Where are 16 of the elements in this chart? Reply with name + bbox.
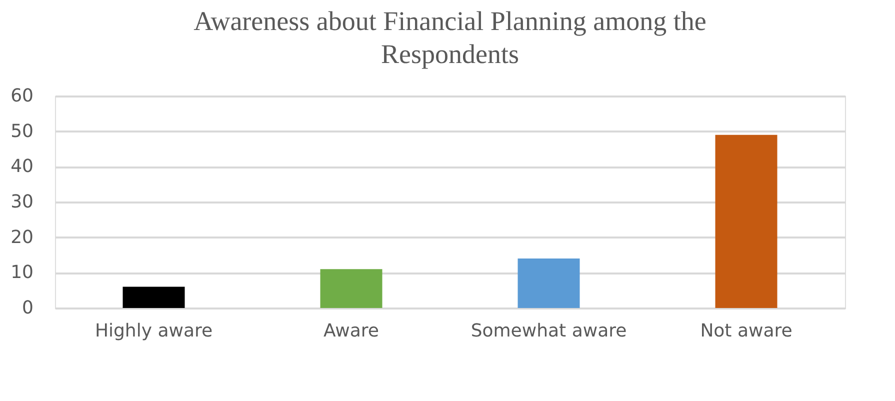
bar [320,269,382,308]
y-tick-label: 40 [10,156,34,178]
bar [122,286,185,308]
y-tick-label: 60 [10,86,34,106]
y-tick-label: 20 [10,226,34,248]
bar [518,258,580,308]
y-tick-label: 0 [22,298,34,318]
y-tick-label: 10 [10,262,34,284]
x-tick-label: Highly aware [94,320,213,342]
x-tick-label: Not aware [700,320,792,342]
y-tick-label: 50 [10,120,34,142]
x-tick-label: Aware [324,320,379,342]
y-tick-label: 30 [10,192,34,212]
x-tick-label: Somewhat aware [470,320,627,342]
bar [715,134,778,308]
chart-title: Awareness about Financial Planning among the Respondents [194,6,706,69]
